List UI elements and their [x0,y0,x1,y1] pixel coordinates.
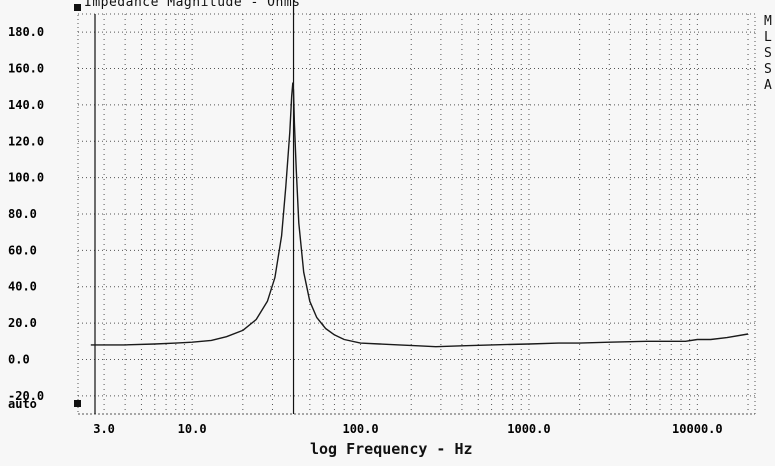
x-tick-label: 10.0 [178,422,207,436]
x-tick-label: 100.0 [342,422,378,436]
y-tick-label: -20.0 [8,389,44,403]
x-tick-label: 1000.0 [507,422,550,436]
y-tick-label: 140.0 [8,98,44,112]
y-tick-label: 120.0 [8,134,44,148]
side-letter: S [764,46,772,61]
x-tick-label: 10000.0 [672,422,723,436]
impedance-series-line [90,82,749,348]
y-tick-label: 80.0 [8,207,37,221]
side-letters: M L S S A [764,14,775,94]
x-axis-title: log Frequency - Hz [310,440,473,458]
side-letter: S [764,62,772,77]
corner-marker [74,400,81,407]
y-tick-label: 60.0 [8,243,37,257]
y-auto-label: auto [8,397,37,411]
y-tick-label: 100.0 [8,171,44,185]
y-tick-label: 40.0 [8,280,37,294]
plot-title: Impedance Magnitude - Ohms [84,0,301,10]
side-letter: M [764,14,772,29]
y-tick-label: 0.0 [8,352,30,366]
side-letter: L [764,30,772,45]
y-tick-label: 20.0 [8,316,37,330]
x-tick-label: 3.0 [93,422,115,436]
plot-frame [77,13,756,415]
corner-marker [74,4,81,11]
y-tick-label: 160.0 [8,62,44,76]
y-tick-label: 180.0 [8,25,44,39]
side-letter: A [764,78,772,93]
